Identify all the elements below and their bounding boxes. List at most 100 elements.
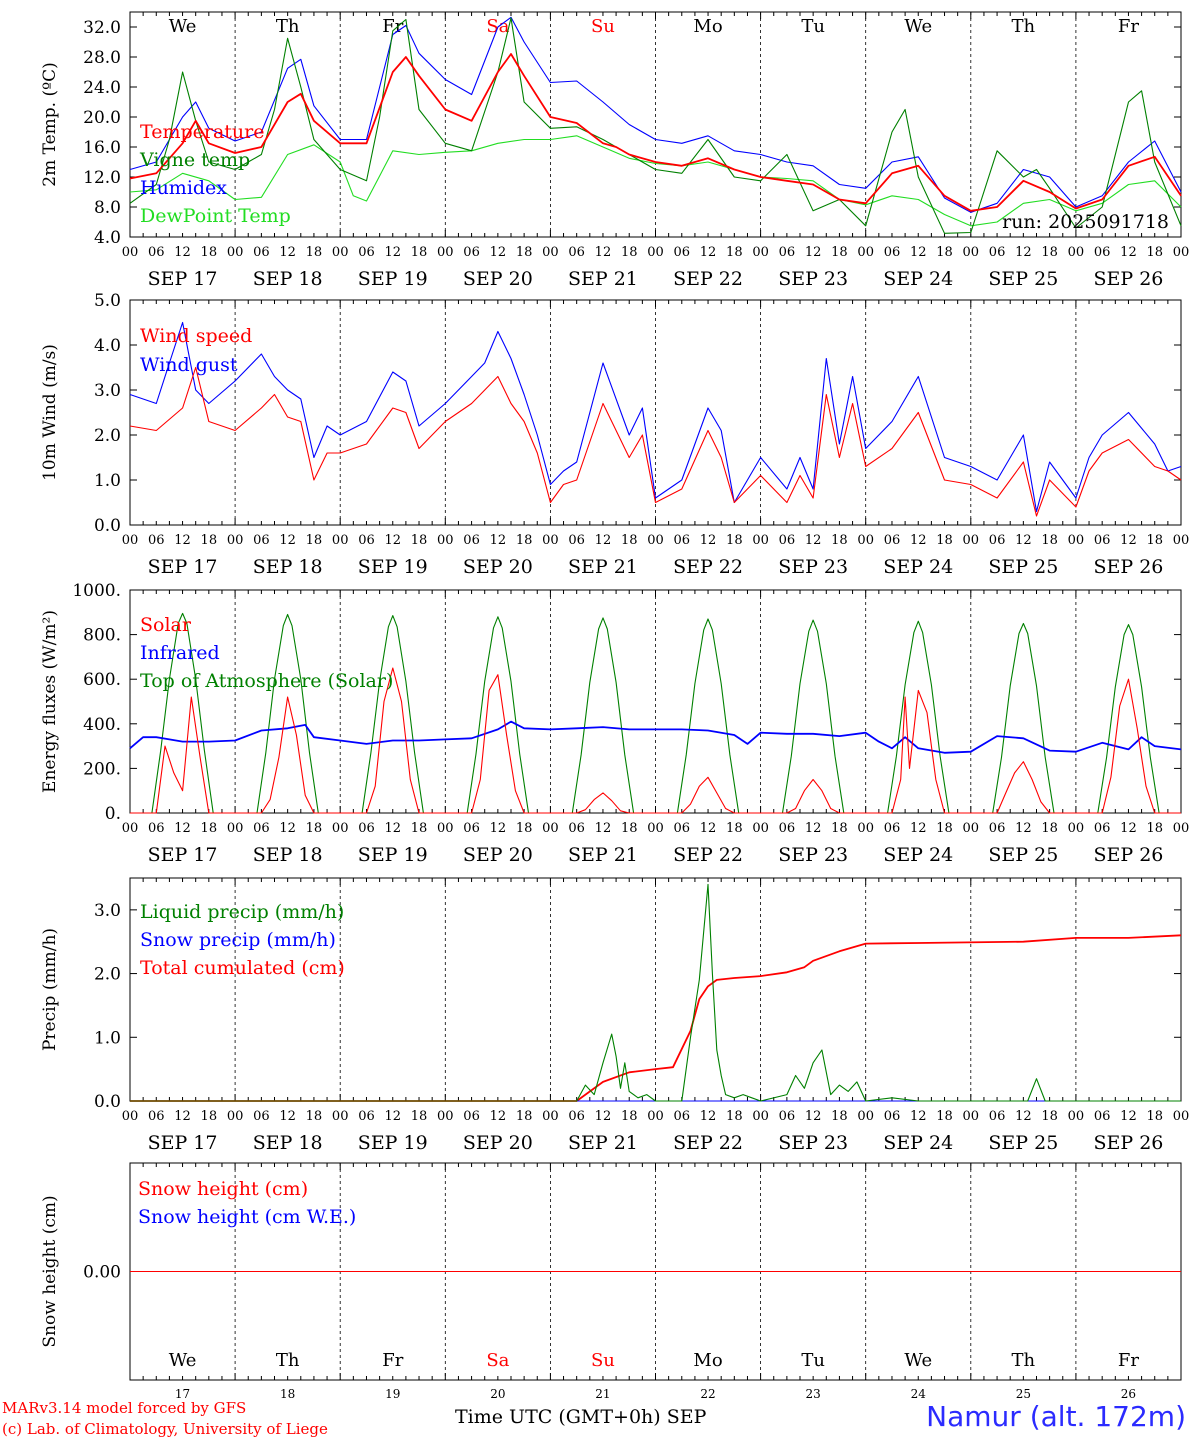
hour-label: 06: [463, 533, 480, 548]
hour-label: 18: [1041, 533, 1058, 548]
hour-label: 12: [700, 533, 717, 548]
hour-label: 12: [910, 821, 927, 836]
hour-label: 06: [253, 533, 270, 548]
hour-label: 00: [437, 245, 454, 260]
y-tick-label: 0.0: [94, 1092, 121, 1112]
day-number-label: 24: [911, 1387, 927, 1401]
hour-label: 06: [884, 533, 901, 548]
y-tick-label: 16.0: [83, 138, 121, 158]
day-number-label: 21: [595, 1387, 610, 1401]
hour-label: 12: [1015, 245, 1032, 260]
y-tick-label: 0.: [105, 804, 121, 824]
legend-entry: Humidex: [140, 177, 227, 199]
hour-label: 00: [122, 1109, 139, 1124]
hour-label: 06: [884, 1109, 901, 1124]
hour-label: 12: [595, 533, 612, 548]
y-tick-label: 3.0: [94, 901, 121, 921]
hour-label: 18: [201, 1109, 218, 1124]
hour-label: 18: [726, 821, 743, 836]
y-tick-label: 1000.: [72, 581, 121, 601]
hour-label: 12: [490, 1109, 507, 1124]
date-label: SEP 18: [253, 844, 323, 866]
legend-entry: Vigne temp: [139, 149, 250, 171]
date-label: SEP 21: [568, 844, 638, 866]
legend-entry: Snow height (cm): [138, 1178, 308, 1200]
hour-label: 18: [411, 533, 428, 548]
hour-label: 18: [306, 1109, 323, 1124]
hour-label: 12: [595, 245, 612, 260]
hour-label: 00: [332, 821, 349, 836]
date-label: SEP 26: [1094, 1132, 1164, 1154]
date-label: SEP 25: [988, 1132, 1058, 1154]
date-label: SEP 25: [988, 268, 1058, 290]
hour-label: 12: [1120, 821, 1137, 836]
date-label: SEP 19: [358, 268, 428, 290]
hour-label: 00: [332, 245, 349, 260]
hour-label: 18: [1041, 1109, 1058, 1124]
day-number-label: 17: [175, 1387, 190, 1401]
hour-label: 00: [227, 533, 244, 548]
hour-label: 00: [647, 245, 664, 260]
hour-label: 06: [779, 245, 796, 260]
hour-label: 18: [831, 1109, 848, 1124]
date-label: SEP 22: [673, 268, 743, 290]
panel-1: 4.0 8.0 12.0 16.0 20.0 24.0 28.0 32.0 2m Temp. (…: [40, 11, 1189, 290]
y-tick-label: 24.0: [83, 78, 121, 98]
hour-label: 06: [463, 1109, 480, 1124]
hour-label: 18: [936, 821, 953, 836]
hour-label: 12: [384, 245, 401, 260]
hour-label: 06: [674, 821, 691, 836]
day-name-tu: Tu: [801, 1350, 825, 1371]
hour-label: 18: [411, 1109, 428, 1124]
hour-label: 00: [332, 533, 349, 548]
hour-label: 00: [1068, 1109, 1085, 1124]
hour-label: 12: [595, 1109, 612, 1124]
hour-label: 18: [936, 1109, 953, 1124]
hour-label: 00: [963, 1109, 980, 1124]
hour-label: 06: [884, 245, 901, 260]
hour-label: 18: [1041, 245, 1058, 260]
y-tick-label: 2.0: [94, 965, 121, 985]
hour-label: 06: [779, 821, 796, 836]
lab-credit: (c) Lab. of Climatology, University of L…: [2, 1420, 328, 1438]
hour-label: 00: [752, 533, 769, 548]
date-label: SEP 23: [778, 268, 848, 290]
hour-label: 00: [542, 533, 559, 548]
hour-label: 18: [516, 245, 533, 260]
panel-2: 0.0 1.0 2.0 3.0 4.0 5.0 10m Wind (m/s) 00 06 12 18…: [40, 291, 1189, 578]
hour-label: 00: [752, 1109, 769, 1124]
day-name-fr: Fr: [1118, 1350, 1139, 1371]
hour-label: 18: [411, 821, 428, 836]
plot-frame: [129, 299, 1182, 526]
hour-label: 18: [516, 533, 533, 548]
date-label: SEP 24: [883, 268, 953, 290]
hour-label: 18: [726, 1109, 743, 1124]
hour-label: 12: [1120, 245, 1137, 260]
hour-label: 06: [463, 245, 480, 260]
hour-label: 18: [1146, 533, 1163, 548]
day-name-we: We: [169, 16, 197, 37]
y-tick-label: 2.0: [94, 426, 121, 446]
date-label: SEP 24: [883, 1132, 953, 1154]
hour-label: 00: [122, 533, 139, 548]
y-axis-label: Energy fluxes (W/m²): [40, 610, 60, 793]
series-wind-speed: [129, 366, 1182, 517]
hour-label: 06: [674, 533, 691, 548]
hour-label: 12: [910, 533, 927, 548]
hour-label: 00: [752, 245, 769, 260]
hour-label: 12: [384, 533, 401, 548]
hour-label: 18: [831, 533, 848, 548]
hour-label: 00: [122, 821, 139, 836]
day-name-fr: Fr: [382, 1350, 403, 1371]
hour-label: 12: [805, 1109, 822, 1124]
hour-label: 00: [542, 245, 559, 260]
hour-label: 12: [910, 245, 927, 260]
y-tick-label: 12.0: [83, 168, 121, 188]
hour-label: 06: [568, 533, 585, 548]
y-tick-label: 400.: [83, 715, 121, 735]
hour-label: 12: [279, 1109, 296, 1124]
hour-label: 00: [647, 1109, 664, 1124]
date-label: SEP 19: [358, 556, 428, 578]
date-label: SEP 26: [1094, 844, 1164, 866]
